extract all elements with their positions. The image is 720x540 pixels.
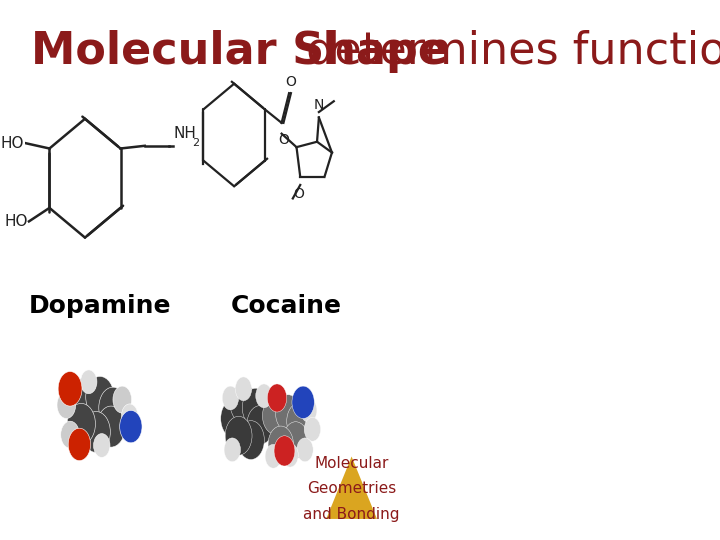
Circle shape bbox=[222, 386, 238, 410]
Text: 2: 2 bbox=[192, 138, 199, 149]
Circle shape bbox=[305, 417, 320, 441]
Circle shape bbox=[221, 399, 248, 438]
Text: determines function!: determines function! bbox=[292, 30, 720, 73]
Circle shape bbox=[58, 372, 82, 406]
Circle shape bbox=[268, 426, 294, 463]
Circle shape bbox=[67, 403, 96, 444]
Circle shape bbox=[283, 422, 308, 458]
Text: Geometries: Geometries bbox=[307, 481, 396, 496]
Text: Dopamine: Dopamine bbox=[29, 294, 171, 318]
Circle shape bbox=[86, 376, 114, 417]
Circle shape bbox=[97, 406, 125, 447]
Circle shape bbox=[99, 387, 127, 428]
Circle shape bbox=[263, 397, 288, 434]
Circle shape bbox=[120, 410, 142, 443]
Text: O: O bbox=[278, 133, 289, 146]
Circle shape bbox=[276, 395, 301, 431]
Circle shape bbox=[235, 377, 252, 401]
Circle shape bbox=[274, 436, 295, 466]
Circle shape bbox=[68, 428, 91, 461]
Circle shape bbox=[297, 438, 313, 462]
Circle shape bbox=[113, 386, 132, 413]
Circle shape bbox=[256, 384, 272, 408]
Circle shape bbox=[243, 388, 269, 427]
Text: Molecular: Molecular bbox=[315, 456, 389, 471]
Circle shape bbox=[292, 386, 315, 418]
Polygon shape bbox=[326, 456, 377, 519]
Text: HO: HO bbox=[4, 214, 28, 229]
Circle shape bbox=[300, 399, 317, 422]
Circle shape bbox=[282, 443, 298, 467]
Circle shape bbox=[82, 411, 110, 453]
Text: N: N bbox=[314, 98, 324, 112]
Circle shape bbox=[122, 404, 138, 428]
Text: O: O bbox=[286, 75, 297, 89]
Text: Molecular Shape: Molecular Shape bbox=[31, 30, 448, 73]
Text: HO: HO bbox=[1, 136, 24, 151]
Text: and Bonding: and Bonding bbox=[303, 507, 400, 522]
Circle shape bbox=[267, 384, 287, 412]
Circle shape bbox=[238, 421, 264, 460]
Circle shape bbox=[57, 392, 76, 418]
Circle shape bbox=[247, 406, 274, 444]
Circle shape bbox=[70, 378, 100, 421]
Circle shape bbox=[94, 434, 110, 457]
Text: NH: NH bbox=[174, 126, 197, 141]
Circle shape bbox=[224, 438, 240, 462]
Circle shape bbox=[60, 421, 79, 448]
Text: O: O bbox=[293, 187, 304, 200]
Circle shape bbox=[81, 370, 97, 394]
Circle shape bbox=[287, 403, 312, 440]
Text: Cocaine: Cocaine bbox=[231, 294, 342, 318]
Circle shape bbox=[265, 444, 282, 468]
Circle shape bbox=[225, 416, 252, 455]
Circle shape bbox=[230, 384, 257, 423]
